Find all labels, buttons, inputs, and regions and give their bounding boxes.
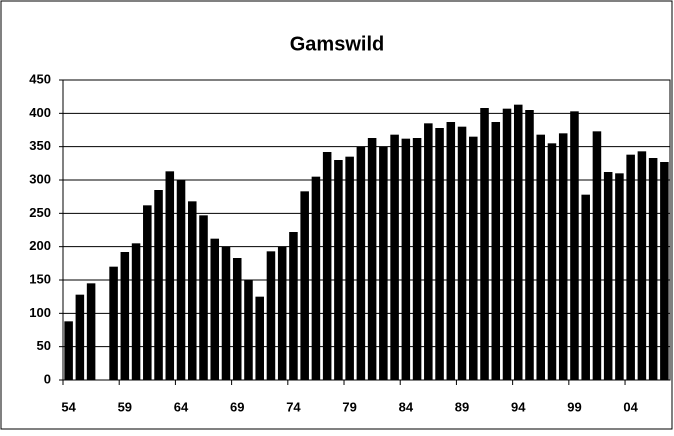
bar: [390, 134, 399, 380]
bar: [581, 194, 590, 380]
x-tick-label: 84: [399, 399, 414, 414]
bar: [75, 294, 85, 380]
x-tick-label: 89: [455, 399, 469, 414]
bar: [424, 123, 433, 380]
bar: [592, 131, 602, 380]
chart-title: Gamswild: [290, 33, 384, 55]
x-tick-label: 59: [118, 399, 132, 414]
y-tick-label: 100: [29, 305, 51, 320]
y-tick-label: 200: [29, 238, 51, 253]
bar: [660, 162, 669, 380]
y-tick-label: 350: [29, 138, 51, 153]
bar: [221, 246, 231, 380]
bar: [457, 126, 467, 381]
y-tick-label: 0: [44, 371, 51, 386]
bar: [480, 108, 489, 380]
bar: [502, 108, 512, 381]
y-tick-label: 300: [29, 171, 51, 186]
bar: [603, 172, 613, 380]
bar: [446, 122, 456, 380]
x-tick-label: 69: [230, 399, 244, 414]
bar: [131, 243, 141, 380]
bar: [547, 143, 557, 380]
y-tick-label: 50: [37, 338, 51, 353]
bar: [120, 252, 130, 380]
bar: [165, 171, 175, 380]
bar: [558, 133, 568, 380]
bar: [199, 215, 208, 380]
x-tick-label: 74: [286, 399, 301, 414]
bar: [525, 110, 534, 380]
bar: [232, 258, 242, 380]
bar: [626, 154, 635, 380]
bar: [615, 173, 624, 380]
bar: [469, 136, 478, 380]
bar: [277, 246, 287, 380]
x-tick-label: 99: [567, 399, 581, 414]
bar: [86, 283, 96, 380]
bar: [367, 138, 377, 380]
bar: [311, 176, 321, 380]
bar: [289, 232, 298, 380]
bar: [379, 146, 388, 380]
bar: [244, 280, 253, 380]
bar: [109, 266, 118, 380]
bar: [300, 191, 309, 380]
y-tick-label: 150: [29, 271, 51, 286]
bar: [64, 321, 73, 380]
x-tick-label: 54: [61, 399, 76, 414]
bar: [570, 111, 579, 380]
bar: [435, 128, 444, 380]
bar: [322, 152, 332, 380]
bar: [401, 138, 411, 380]
x-tick-label: 04: [623, 399, 638, 414]
x-tick-label: 79: [342, 399, 356, 414]
bar: [412, 138, 422, 380]
bar: [143, 205, 152, 380]
bar: [637, 151, 647, 380]
bar: [210, 238, 220, 380]
bar: [187, 201, 197, 380]
x-tick-label: 64: [174, 399, 189, 414]
bar: [176, 180, 186, 380]
x-tick-label: 94: [511, 399, 526, 414]
plot-frame: [62, 79, 671, 381]
bar: [536, 134, 546, 380]
bar: [266, 251, 276, 380]
bar: [334, 160, 343, 380]
bar: [255, 296, 264, 380]
y-tick-label: 250: [29, 205, 51, 220]
bar: [345, 156, 354, 380]
y-tick-label: 400: [29, 105, 51, 120]
bar: [154, 190, 163, 380]
bar: [513, 104, 523, 381]
y-tick-label: 450: [29, 71, 51, 86]
bar: [648, 158, 658, 380]
bar: [356, 146, 366, 380]
bar: [491, 122, 501, 380]
